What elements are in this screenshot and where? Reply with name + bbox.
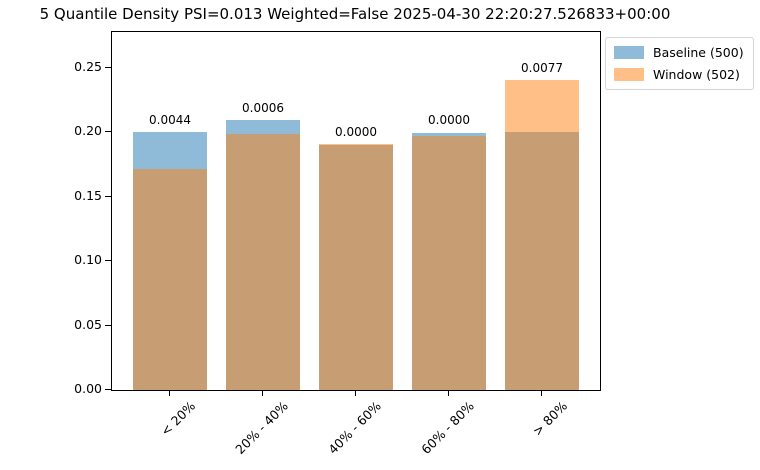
bar-segment-window — [319, 143, 393, 146]
bar-segment-overlap — [505, 132, 579, 390]
bar-annotation: 0.0044 — [149, 113, 191, 128]
plot-area: 0.0044 0.0006 0.0000 0.0000 0.0077 — [111, 31, 601, 391]
bar-segment-overlap — [133, 169, 207, 390]
bar-annotation: 0.0000 — [428, 113, 470, 128]
y-tick-label: 0.10 — [74, 252, 102, 267]
x-tick-label: > 80% — [360, 398, 569, 438]
y-tick-label: 0.15 — [74, 188, 102, 203]
y-tick-label: 0.20 — [74, 123, 102, 138]
y-tick-mark — [105, 260, 111, 261]
x-tick-mark — [541, 391, 542, 396]
y-tick-mark — [105, 67, 111, 68]
chart-title: 5 Quantile Density PSI=0.013 Weighted=Fa… — [39, 5, 671, 23]
bar-segment-overlap — [226, 133, 300, 390]
y-tick-mark — [105, 325, 111, 326]
y-tick-mark — [105, 196, 111, 197]
bar-annotation: 0.0006 — [242, 100, 284, 115]
legend-label: Baseline (500) — [653, 45, 744, 60]
legend-label: Window (502) — [653, 67, 740, 82]
legend-swatch — [614, 68, 644, 81]
x-tick-label-text: > 80% — [529, 398, 570, 439]
y-tick-mark — [105, 389, 111, 390]
bar-segment-baseline — [412, 132, 486, 137]
bar-segment-overlap — [412, 136, 486, 390]
legend-swatch — [614, 46, 644, 59]
bar-segment-overlap — [319, 145, 393, 390]
y-tick-label: 0.00 — [74, 381, 102, 396]
x-tick-mark — [448, 391, 449, 396]
y-tick-label: 0.25 — [74, 59, 102, 74]
legend-item: Baseline (500) — [614, 45, 744, 60]
bar-segment-baseline — [226, 119, 300, 134]
y-tick-label: 0.05 — [74, 317, 102, 332]
x-tick-mark — [262, 391, 263, 396]
legend: Baseline (500) Window (502) — [605, 37, 754, 90]
bar-segment-window — [505, 79, 579, 133]
x-tick-mark — [355, 391, 356, 396]
y-tick-mark — [105, 131, 111, 132]
bar-annotation: 0.0077 — [521, 60, 563, 75]
legend-item: Window (502) — [614, 67, 744, 82]
bar-annotation: 0.0000 — [335, 124, 377, 139]
bar-segment-baseline — [133, 132, 207, 170]
x-tick-mark — [169, 391, 170, 396]
